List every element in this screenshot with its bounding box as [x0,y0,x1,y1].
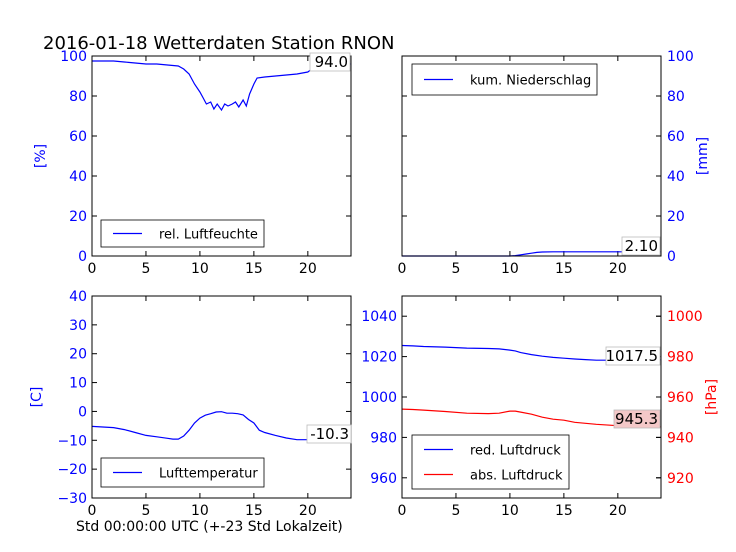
panel-bottom-left: 0 5 10 15 20 −30 −20 −10 0 10 20 30 40 [C] Lufttempera… [29,289,352,519]
plot-frame [401,295,662,499]
x-tick-label: 0 [398,503,407,519]
panel-bottom-right: 0 5 10 15 20 960 980 1000 1020 1040 920 940 960 980 10… [361,295,720,519]
value-annotation: -10.3 [310,425,349,443]
value-annotation-box [613,409,661,429]
x-tick-label: 10 [191,503,209,519]
panel-top-left: 0 5 10 15 20 0 20 40 60 80 100 [%] rel. Luftfeuchte 9… [33,49,352,277]
y-tick-label: 0 [78,249,87,265]
y-right-tick-label: 40 [667,169,685,185]
y-tick-label: 0 [78,404,87,420]
series-line-abs-luftdruck [401,408,661,428]
y-tick-label: 1040 [361,309,397,325]
y-tick-label: −30 [57,491,87,507]
value-annotation: 945.3 [615,410,658,428]
x-tick-label: 10 [191,261,209,277]
x-tick-label: 20 [609,503,627,519]
y-right-tick-label: 1000 [667,309,703,325]
y-axis-label: [%] [33,144,49,168]
legend-box [411,434,570,490]
legend-entry: red. Luftdruck [470,444,561,459]
y-tick-label: 20 [69,347,87,363]
x-tick-label: 15 [555,261,573,277]
y-right-tick-label: 0 [667,249,676,265]
y-right-tick-label: 920 [667,471,694,487]
plot-frame [401,55,662,257]
value-annotation: 1017.5 [606,347,659,365]
series-line-red-luftdruck [401,344,661,361]
value-annotation-box [621,236,661,256]
x-tick-label: 10 [501,261,519,277]
y-right-tick-label: 980 [667,350,694,366]
y-right-tick-label: 20 [667,209,685,225]
y-tick-label: 960 [370,471,397,487]
x-tick-label: 5 [451,503,460,519]
x-tick-label: 20 [299,261,317,277]
y-tick-label: 40 [69,289,87,305]
series-line-lufttemperatur [91,411,351,441]
y-right-tick-label: 940 [667,430,694,446]
x-tick-label: 10 [501,503,519,519]
y-tick-label: 1000 [361,390,397,406]
series-line-rel-luftfeuchte [92,60,351,112]
plot-frame [91,55,352,257]
y-tick-label: 20 [69,209,87,225]
chart-title: 2016-01-18 Wetterdaten Station RNON [43,33,394,54]
y-tick-label: 40 [69,169,87,185]
y-tick-label: 10 [69,376,87,392]
y-right-tick-label: 960 [667,390,694,406]
y-tick-label: 1020 [361,350,397,366]
value-annotation-box [309,52,351,72]
legend: kum. Niederschlag [411,63,598,96]
y-axis-label: [C] [29,387,45,408]
y-right-tick-label: 60 [667,129,685,145]
y-axis-label: [mm] [695,137,711,175]
y-right-tick-label: 80 [667,89,685,105]
legend-entry: Lufttemperatur [159,467,258,482]
x-tick-label: 5 [141,503,150,519]
value-annotation: 2.10 [625,237,658,255]
y-right-tick-label: 100 [667,49,694,65]
x-tick-label: 0 [88,261,97,277]
x-tick-label: 15 [245,261,263,277]
value-annotation: 94.0 [315,53,348,71]
legend-entry: rel. Luftfeuchte [159,228,258,243]
x-tick-label: 0 [88,503,97,519]
x-tick-label: 5 [451,261,460,277]
legend: red. Luftdruck abs. Luftdruck [411,434,570,490]
panel-top-right: 0 5 10 15 20 0 20 40 60 80 100 [mm] kum. Niederschla… [398,49,711,277]
y-tick-label: −20 [57,462,87,478]
x-tick-label: 0 [398,261,407,277]
y-tick-label: −10 [57,433,87,449]
x-tick-label: 5 [141,261,150,277]
y-tick-label: 60 [69,129,87,145]
y-tick-label: 980 [370,430,397,446]
x-axis-label: Std 00:00:00 UTC (+-23 Std Lokalzeit) [76,519,343,535]
y-tick-label: 30 [69,318,87,334]
legend: rel. Luftfeuchte [100,219,265,248]
x-tick-label: 20 [609,261,627,277]
x-tick-label: 20 [299,503,317,519]
plot-frame [91,295,352,499]
y-axis-label: [hPa] [704,379,720,415]
x-tick-label: 15 [245,503,263,519]
y-tick-label: 100 [60,49,87,65]
legend-entry: kum. Niederschlag [470,74,591,89]
value-annotation-box [605,346,661,366]
y-tick-label: 80 [69,89,87,105]
value-annotation-box [306,424,352,444]
legend-entry: abs. Luftdruck [470,469,563,484]
x-tick-label: 15 [555,503,573,519]
legend: Lufttemperatur [100,457,265,488]
